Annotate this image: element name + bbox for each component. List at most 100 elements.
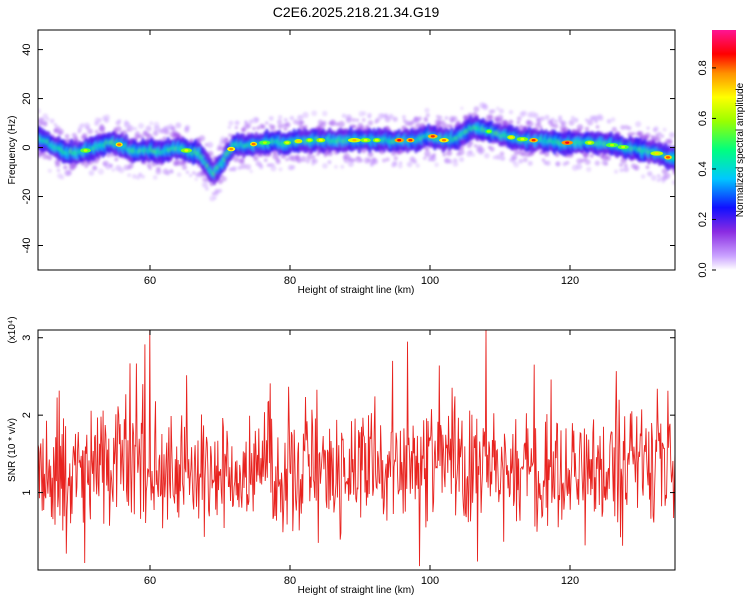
spectrogram-cell — [285, 141, 290, 144]
spectrogram-cell — [510, 120, 514, 124]
spectrogram-cell — [329, 120, 336, 127]
spectrogram-cell — [234, 125, 239, 130]
spectrogram-cell — [117, 143, 122, 146]
spectrogram-y-tick-label: -40 — [21, 238, 33, 254]
spectrogram-cell — [283, 126, 288, 131]
spectrogram-cell — [518, 124, 525, 131]
spectrogram-cell — [106, 153, 111, 158]
spectrogram-cell — [518, 158, 524, 164]
snr-y-tick-label: 2 — [21, 412, 33, 418]
spectrogram-cell — [458, 149, 465, 156]
spectrogram-cell — [392, 116, 398, 122]
spectrogram-y-tick-label: 20 — [21, 92, 33, 104]
spectrogram-cell — [258, 163, 263, 168]
spectrogram-cell — [511, 154, 518, 161]
spectrogram-cell — [595, 125, 600, 129]
spectrogram-cell — [618, 162, 624, 168]
spectrogram-cell — [385, 125, 390, 131]
spectrogram-cell — [138, 134, 144, 139]
spectrogram-cell — [495, 154, 501, 160]
spectrogram-cell — [305, 159, 311, 164]
spectrogram-y-tick-label: 0 — [21, 144, 33, 150]
spectrogram-cell — [635, 121, 642, 128]
spectrogram-cell — [508, 109, 514, 115]
spectrogram-cell — [132, 173, 137, 179]
spectrogram-cell — [43, 121, 48, 125]
spectrogram-cell — [442, 153, 446, 157]
spectrogram-cell — [498, 108, 505, 114]
snr-x-ticks: 60 80 100 120 — [144, 330, 579, 587]
spectrogram-cell — [372, 158, 379, 165]
spectrogram-cell — [311, 110, 318, 117]
spectrogram-cell — [256, 126, 261, 130]
spectrogram-cell — [92, 165, 98, 171]
spectrogram-cell — [209, 182, 214, 187]
spectrogram-cell — [672, 154, 675, 161]
spectrogram-cell — [334, 165, 338, 169]
spectrogram-cell — [424, 146, 430, 152]
spectrogram-cell — [88, 170, 95, 176]
spectrogram-cell — [584, 126, 590, 132]
spectrogram-cell — [277, 123, 283, 130]
spectrogram-cell — [531, 139, 536, 142]
spectrogram-cell — [570, 115, 576, 121]
spectrogram-cell — [155, 168, 162, 175]
spectrogram-cell — [441, 122, 448, 129]
spectrogram-cell — [262, 141, 267, 144]
spectrogram-cell — [218, 146, 224, 152]
spectrogram-cell — [66, 169, 72, 176]
spectrogram-frame — [37, 29, 676, 271]
spectrogram-cell — [42, 113, 49, 119]
spectrogram-cell — [162, 136, 167, 141]
spectrogram-cell — [460, 106, 464, 110]
spectrogram-cell — [430, 135, 435, 138]
spectrogram-cell — [311, 154, 316, 159]
spectrogram-cell — [415, 163, 420, 168]
spectrogram-cell — [381, 158, 387, 163]
snr-y-label: SNR (10 * v/v) — [7, 418, 18, 482]
spectrogram-cell — [516, 116, 522, 122]
colorbar: 0.0 0.2 0.4 0.6 0.8 Normalized spectral ampl… — [697, 30, 746, 278]
spectrogram-cell — [318, 139, 323, 142]
spectrogram-cell — [393, 156, 398, 161]
spectrogram-cell — [148, 166, 152, 171]
spectrogram-cell — [604, 162, 609, 166]
spectrogram-cell — [59, 174, 65, 180]
spectrogram-cell — [233, 156, 240, 163]
spectrogram-y-tick-label: 40 — [21, 43, 33, 55]
spectrogram-cell — [627, 125, 632, 131]
colorbar-tick-label: 0.4 — [697, 161, 709, 176]
spectrogram-cell — [444, 116, 449, 120]
spectrogram-cell — [545, 160, 551, 166]
spectrogram-cell — [184, 126, 189, 131]
spectrogram-cell — [104, 114, 111, 121]
spectrogram-cell — [527, 160, 533, 166]
spectrogram-cell — [554, 119, 558, 123]
spectrogram-cell — [185, 170, 190, 174]
spectrogram-cell — [244, 121, 248, 125]
spectrogram-cell — [228, 120, 234, 126]
spectrogram-cell — [118, 167, 125, 174]
spectrogram-cell — [170, 126, 175, 131]
spectrogram-cell — [647, 171, 653, 177]
spectrogram-cell — [192, 171, 196, 175]
spectrogram-cell — [500, 155, 506, 161]
spectrogram-cell — [587, 141, 592, 144]
spectrogram-cell — [594, 160, 600, 166]
spectrogram-cell — [341, 113, 347, 119]
spectrogram-cell — [184, 149, 189, 152]
spectrogram-cell — [392, 160, 398, 166]
spectrogram-cell — [231, 166, 236, 172]
spectrogram-cell — [537, 121, 542, 126]
spectrogram-cell — [138, 122, 145, 129]
spectrogram-cell — [425, 113, 430, 118]
spectrogram-cell — [558, 115, 563, 119]
spectrogram-cell — [189, 173, 193, 178]
spectrogram-cell — [74, 136, 79, 140]
spectrogram-cell — [499, 151, 505, 157]
colorbar-tick-label: 0.2 — [697, 212, 709, 227]
spectrogram-cell — [83, 149, 88, 152]
spectrogram-cell — [316, 152, 320, 156]
spectrogram-cell — [353, 125, 357, 129]
spectrogram-cell — [488, 114, 494, 120]
